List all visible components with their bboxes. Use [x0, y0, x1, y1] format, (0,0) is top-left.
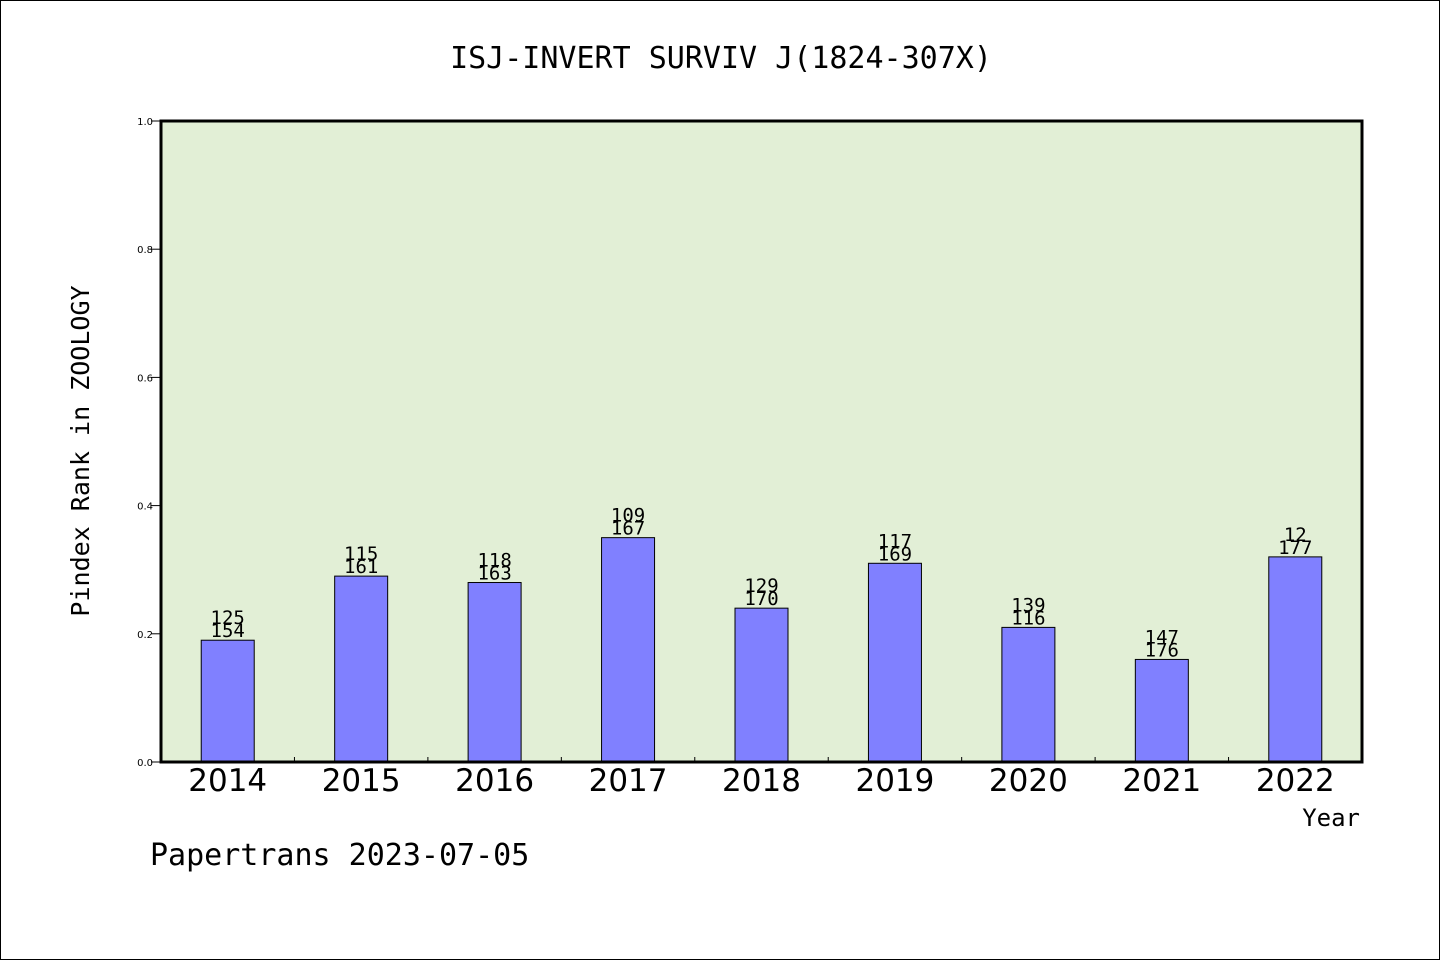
y-tick-label: 0.6: [137, 373, 153, 384]
y-tick-label: 0.0: [137, 758, 153, 769]
bar-label-bottom: 169: [878, 543, 912, 565]
footer-note: Papertrans 2023-07-05: [150, 838, 529, 873]
bar-label-top: 147: [1145, 626, 1179, 648]
x-axis-label: Year: [1302, 804, 1360, 832]
bar-2021: [1134, 658, 1189, 763]
bar-2022: [1268, 556, 1323, 763]
bar-label-top: 118: [477, 550, 511, 572]
bar-label-top: 115: [344, 543, 378, 565]
x-tick-label: 2022: [1256, 763, 1335, 799]
bar-2016: [467, 582, 522, 763]
bar-2017: [601, 537, 656, 763]
bar-label-bottom: 177: [1278, 537, 1312, 559]
bar-label-bottom: 176: [1145, 639, 1179, 661]
x-tick-label: 2017: [589, 763, 668, 799]
chart-title: ISJ-INVERT SURVIV J(1824-307X): [450, 41, 992, 76]
bar-2015: [334, 575, 389, 763]
bar-label-bottom: 163: [477, 563, 511, 585]
x-tick-label: 2019: [855, 763, 934, 799]
bars-group: [200, 537, 1323, 763]
bar-2018: [734, 607, 789, 763]
bar-label-bottom: 170: [744, 588, 778, 610]
bar-label-top: 12: [1284, 524, 1307, 546]
x-tick-label: 2014: [188, 763, 267, 799]
y-tick-label: 1.0: [137, 117, 153, 128]
x-tick-label: 2015: [322, 763, 401, 799]
bar-label-bottom: 154: [211, 620, 245, 642]
y-tick-label: 0.4: [137, 502, 153, 513]
bar-label-bottom: 116: [1011, 607, 1045, 629]
x-tick-label: 2020: [989, 763, 1068, 799]
bar-label-top: 109: [611, 505, 645, 527]
bar-2014: [200, 639, 255, 763]
bar-label-top: 139: [1011, 594, 1045, 616]
y-tick-label: 0.2: [137, 630, 153, 641]
bar-label-top: 125: [211, 607, 245, 629]
bar-2020: [1001, 626, 1056, 763]
y-axis: 0.0 0.2 0.4 0.6 0.8 1.0: [137, 117, 161, 769]
bar-label-top: 117: [878, 530, 912, 552]
plot-border: [159, 119, 1364, 764]
bar-2019: [867, 562, 922, 763]
bar-label-top: 129: [744, 575, 778, 597]
y-tick-label: 0.8: [137, 245, 153, 256]
bar-label-bottom: 161: [344, 556, 378, 578]
x-tick-label: 2021: [1122, 763, 1201, 799]
bar-label-bottom: 167: [611, 518, 645, 540]
x-tick-label: 2016: [455, 763, 534, 799]
y-axis-label: Pindex Rank in ZOOLOGY: [66, 285, 95, 616]
x-axis: 2014 2015 2016 2017 2018 2019 2020 2021 2022: [188, 757, 1335, 799]
x-tick-label: 2018: [722, 763, 801, 799]
